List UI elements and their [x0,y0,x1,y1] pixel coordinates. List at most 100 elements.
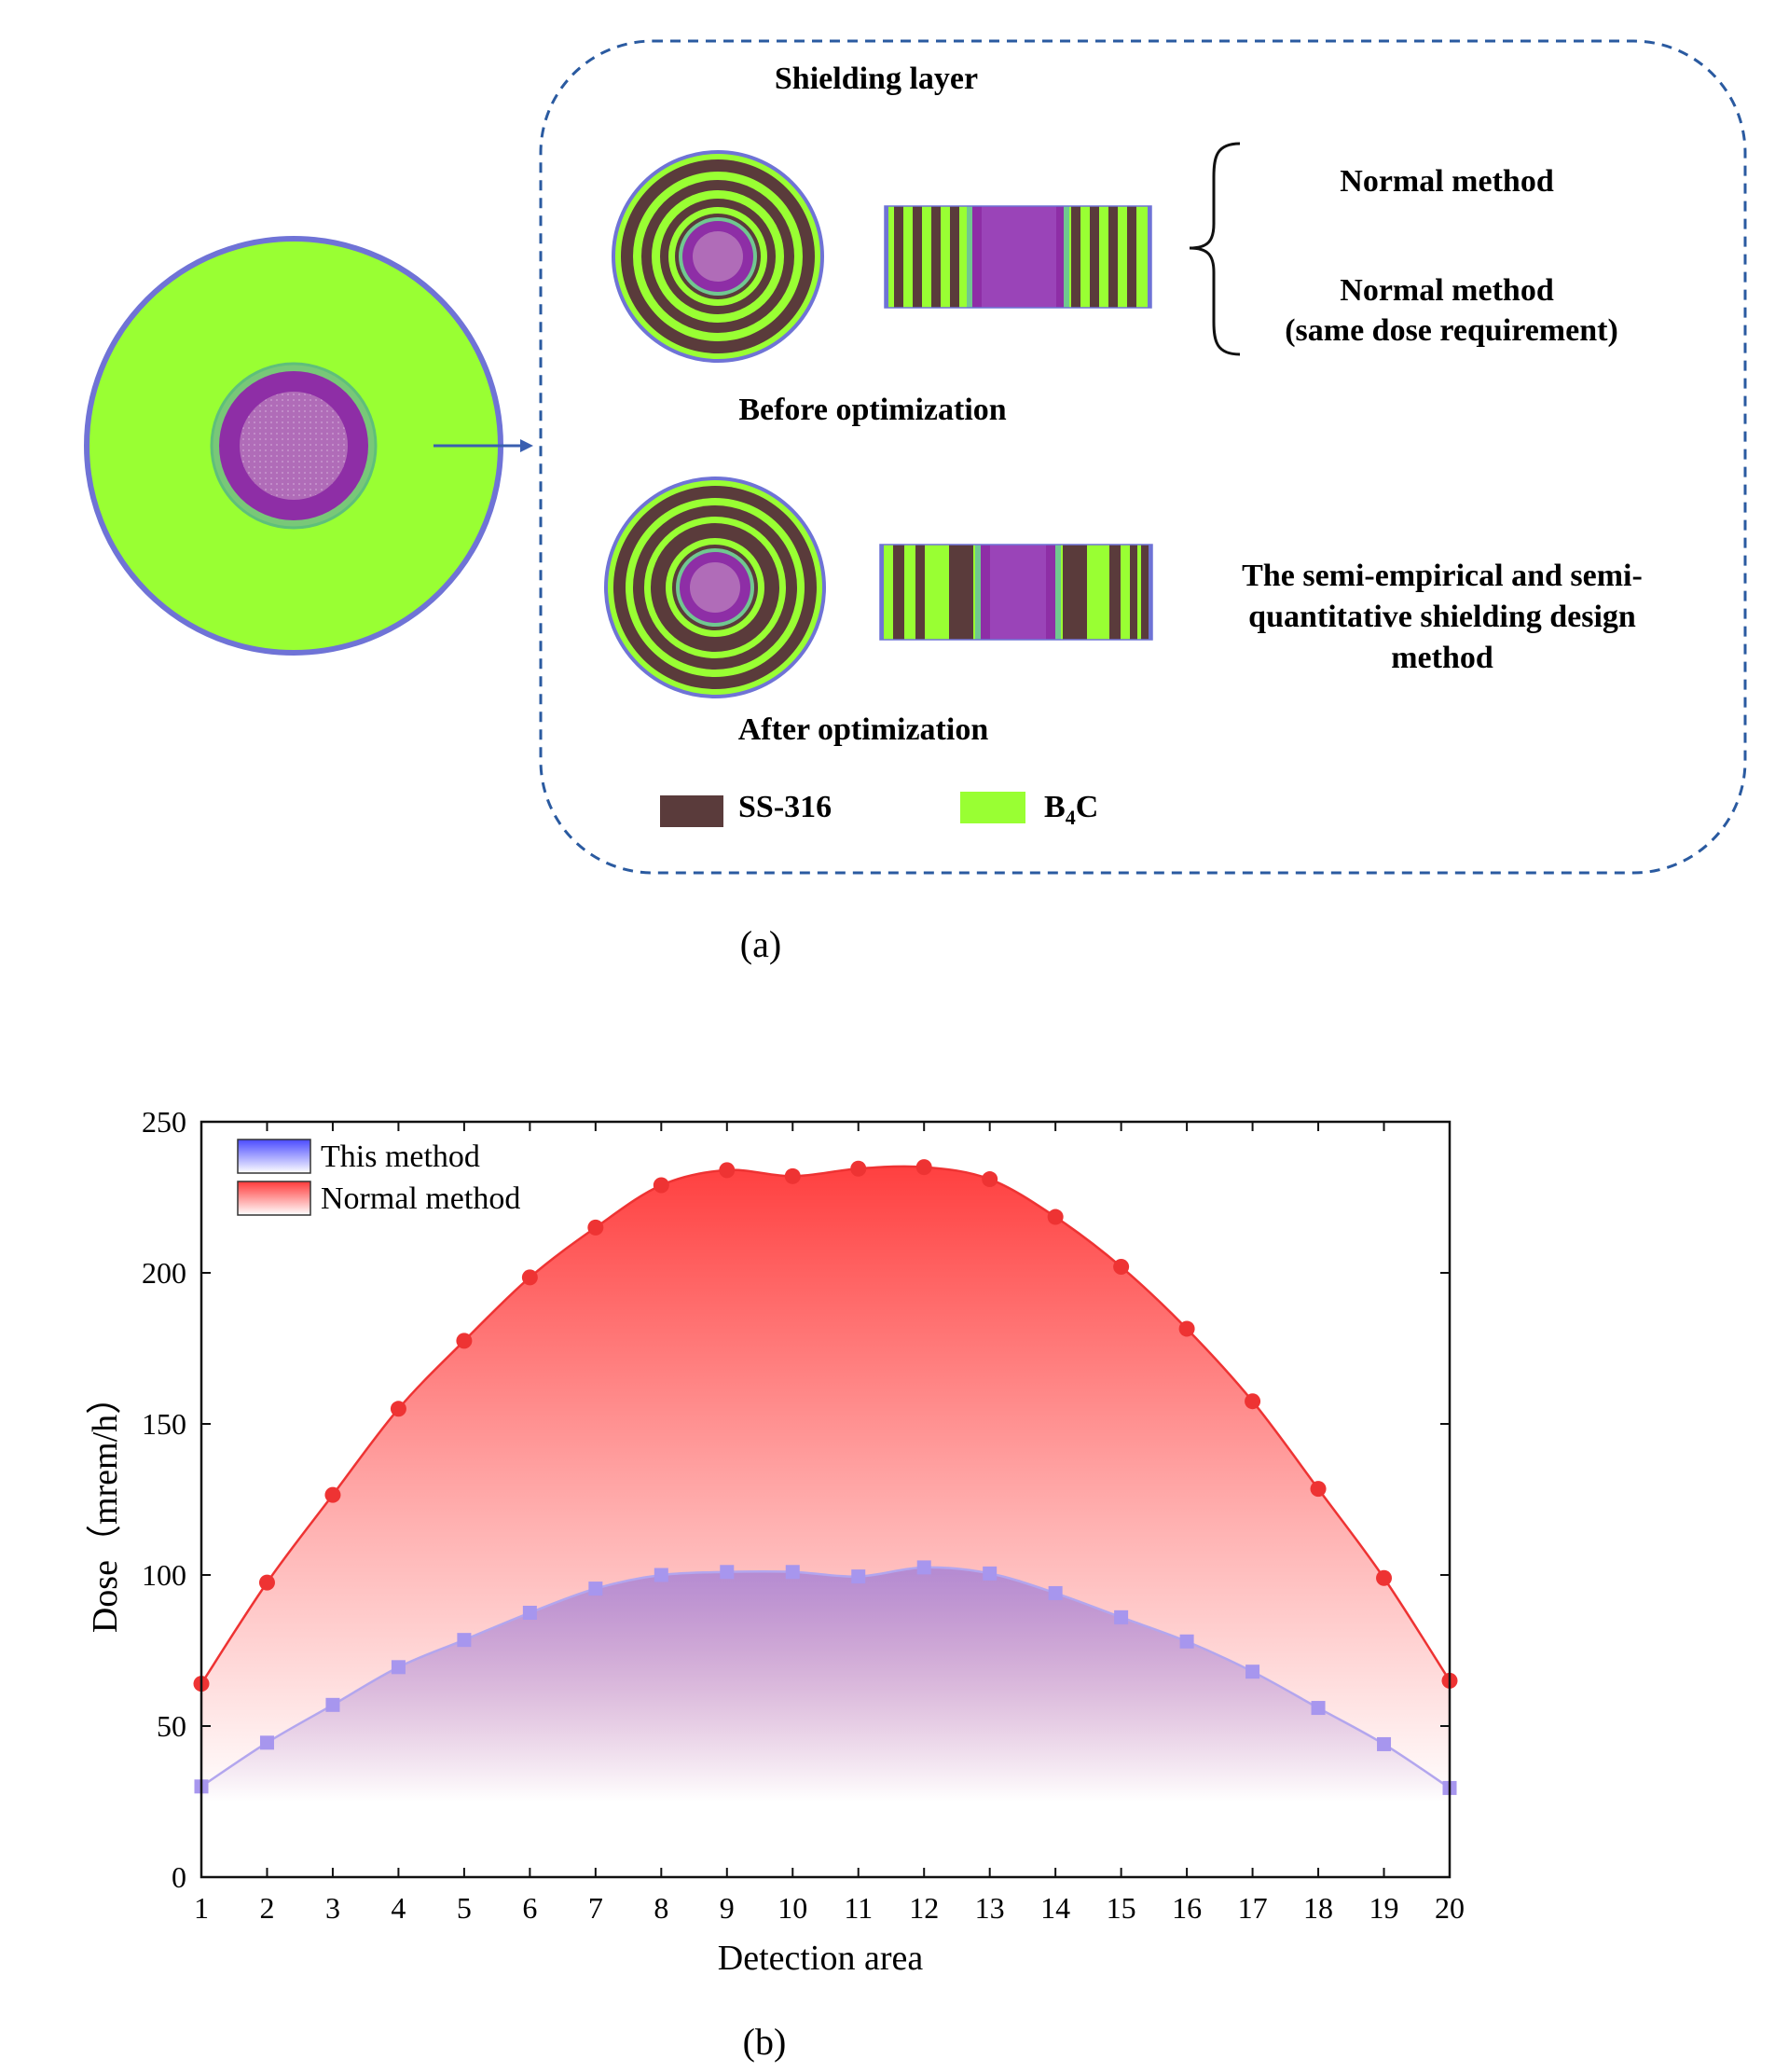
x-tick-label: 12 [909,1891,939,1925]
this-method-point [1377,1736,1392,1751]
before-strip-band [1148,206,1151,308]
normal-method-point [784,1167,801,1184]
zoom-arrow [433,439,533,452]
before-strip-band [1127,206,1136,308]
x-tick-label: 14 [1040,1891,1070,1925]
x-tick-label: 1 [194,1891,209,1925]
after-strip-band [1130,545,1137,640]
this-method-point [983,1566,998,1581]
y-tick-label: 150 [142,1407,186,1441]
before-strip-band [885,206,888,308]
legend-this-method-label: This method [321,1140,480,1174]
before-strip-band [982,206,1056,308]
after-optimization-strip [879,544,1153,641]
semi-empirical-line2: quantitative shielding design [1248,600,1636,634]
this-method-point [1048,1585,1063,1600]
legend-ss316-swatch [660,795,723,827]
this-method-point [720,1565,735,1580]
after-optimization-label: After optimization [738,712,989,747]
before-strip-band [1064,206,1069,308]
y-tick-label: 0 [172,1860,186,1894]
legend-normal-method-label: Normal method [321,1181,520,1216]
curly-brace [1189,142,1241,356]
x-tick-label: 5 [457,1891,472,1925]
after-core-inner [690,562,740,613]
normal-method-point [982,1171,998,1188]
chart-markers [193,1159,1458,1795]
normal-method-same-dose-line2: (same dose requirement) [1285,313,1618,348]
legend-b4c-end: C [1076,790,1099,824]
x-tick-label: 3 [325,1891,340,1925]
this-method-point [1311,1701,1326,1716]
before-strip-band [931,206,941,308]
legend-ss316-label: SS-316 [738,790,832,824]
legend-b4c-main: B [1044,790,1066,824]
before-strip-band [1108,206,1118,308]
x-tick-label: 20 [1435,1891,1465,1925]
before-optimization-label: Before optimization [738,393,1006,427]
x-tick-label: 15 [1107,1891,1136,1925]
this-method-point [851,1569,866,1584]
after-strip-band [880,545,884,640]
x-tick-label: 6 [522,1891,537,1925]
normal-method-point [390,1401,406,1417]
legend-b4c-swatch [960,792,1025,823]
x-tick-label: 2 [259,1891,274,1925]
x-tick-label: 8 [654,1891,668,1925]
after-strip-band [1149,545,1152,640]
x-tick-label: 9 [720,1891,735,1925]
x-tick-label: 10 [777,1891,807,1925]
after-optimization-rings [604,477,826,698]
after-strip-band [990,545,1046,640]
this-method-area [201,1567,1450,1877]
normal-method-point [1376,1569,1393,1586]
normal-method-same-dose-line1: Normal method [1340,273,1554,308]
after-strip-band [1063,545,1087,640]
legend-b4c-label: B4C [1044,790,1098,829]
this-method-point [457,1633,472,1648]
normal-method-point [1245,1393,1261,1410]
normal-method-point [456,1333,473,1349]
normal-method-point [258,1574,275,1591]
y-tick-label: 250 [142,1105,186,1139]
x-axis-label: Detection area [718,1939,924,1978]
normal-method-point [521,1269,538,1286]
normal-method-point [915,1159,932,1176]
before-core-inner [693,231,743,282]
before-optimization-strip [884,205,1152,309]
x-tick-label: 19 [1369,1891,1399,1925]
legend-b4c-sub: 4 [1066,806,1076,829]
this-method-point [259,1735,274,1750]
this-method-point [1179,1634,1194,1649]
y-axis-label: Dose（mrem/h） [86,1379,125,1633]
chart-legend: This method Normal method [237,1139,520,1216]
y-tick-label: 50 [157,1709,186,1743]
x-tick-label: 7 [588,1891,603,1925]
this-method-point [325,1697,340,1712]
normal-method-point [324,1486,341,1503]
this-method-point [1245,1665,1260,1679]
legend-normal-method-swatch [237,1181,311,1216]
panel-b-chart: 1 2 3 4 5 6 7 8 9 10 11 12 13 14 15 16 17 18 19 20050100150… [86,1105,1465,2063]
this-method-point [916,1560,931,1575]
this-method-point [1114,1609,1129,1624]
before-optimization-rings [612,150,824,363]
x-tick-label: 17 [1238,1891,1268,1925]
normal-method-point [653,1177,669,1194]
semi-empirical-line3: method [1391,641,1493,675]
before-strip-band [1071,206,1080,308]
after-strip-band [1109,545,1121,640]
this-method-point [785,1565,800,1580]
normal-method-point [850,1160,867,1177]
chart-axes: 1 2 3 4 5 6 7 8 9 10 11 12 13 14 15 16 17 18 19 20050100150… [142,1105,1465,1925]
normal-method-point [1047,1209,1064,1225]
after-strip-band [893,545,904,640]
normal-method-point [1310,1481,1327,1498]
normal-method-point [719,1162,736,1179]
shielding-layer-label: Shielding layer [775,62,978,96]
main-cross-section [84,236,503,656]
y-tick-label: 100 [142,1558,186,1592]
normal-method-label: Normal method [1340,164,1554,199]
after-strip-band [1141,545,1149,640]
after-strip-band [1055,545,1061,640]
